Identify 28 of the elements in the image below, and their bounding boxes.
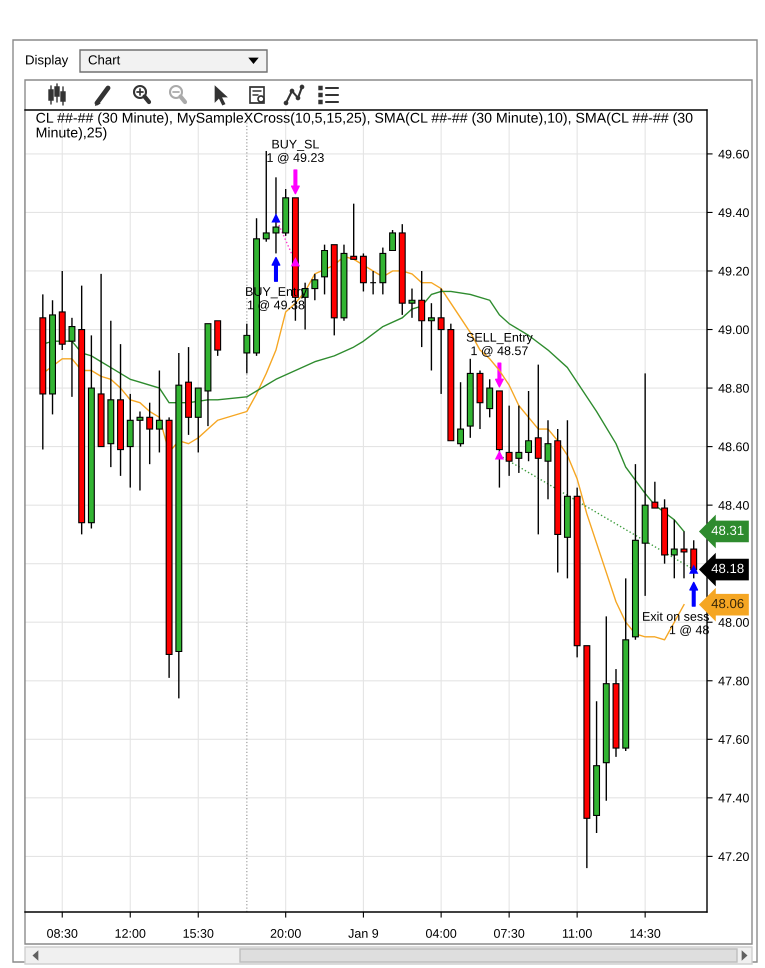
text: 48.18 <box>711 564 744 574</box>
x-tick-label: 04:00 <box>426 928 456 938</box>
x-tick-label: 07:30 <box>494 928 524 938</box>
y-tick-label: 49.00 <box>718 325 749 334</box>
y-tick-label: 48.00 <box>718 618 749 627</box>
y-tick-label: 49.40 <box>718 208 749 218</box>
y-tick-label: 47.80 <box>718 676 749 686</box>
y-tick-label: 48.40 <box>718 500 749 510</box>
x-tick-label: 08:30 <box>47 928 78 938</box>
text: CL ##-## (30 Minute), MySampleXCross(10,5,15,25), SMA(CL ##-## (30 Minute),10), SMA(CL ##-## (30 Minute),25) <box>36 112 692 140</box>
y-tick-label: 49.20 <box>718 266 749 276</box>
x-tick-label: Jan 9 <box>348 928 378 938</box>
x-tick-label: 20:00 <box>270 928 301 938</box>
y-tick-label: 48.60 <box>718 442 749 452</box>
x-tick-label: 11:00 <box>562 928 592 938</box>
y-tick-label: 47.60 <box>718 735 749 744</box>
text: Display <box>26 54 68 68</box>
y-tick-label: 47.40 <box>718 794 749 802</box>
annotation: 48.31 <box>711 526 744 536</box>
x-tick-label: 15:30 <box>184 928 214 938</box>
y-tick-label: 47.20 <box>718 852 749 862</box>
text: Chart <box>88 54 120 65</box>
y-tick-label: 49.60 <box>718 150 749 159</box>
annotation: BUY_SL 1 @ 49.23 <box>267 140 324 164</box>
x-tick-label: 14:30 <box>630 928 660 938</box>
y-tick-label: 48.80 <box>718 384 749 393</box>
x-tick-label: 12:00 <box>116 928 146 938</box>
annotation: 48.06 <box>711 598 744 608</box>
